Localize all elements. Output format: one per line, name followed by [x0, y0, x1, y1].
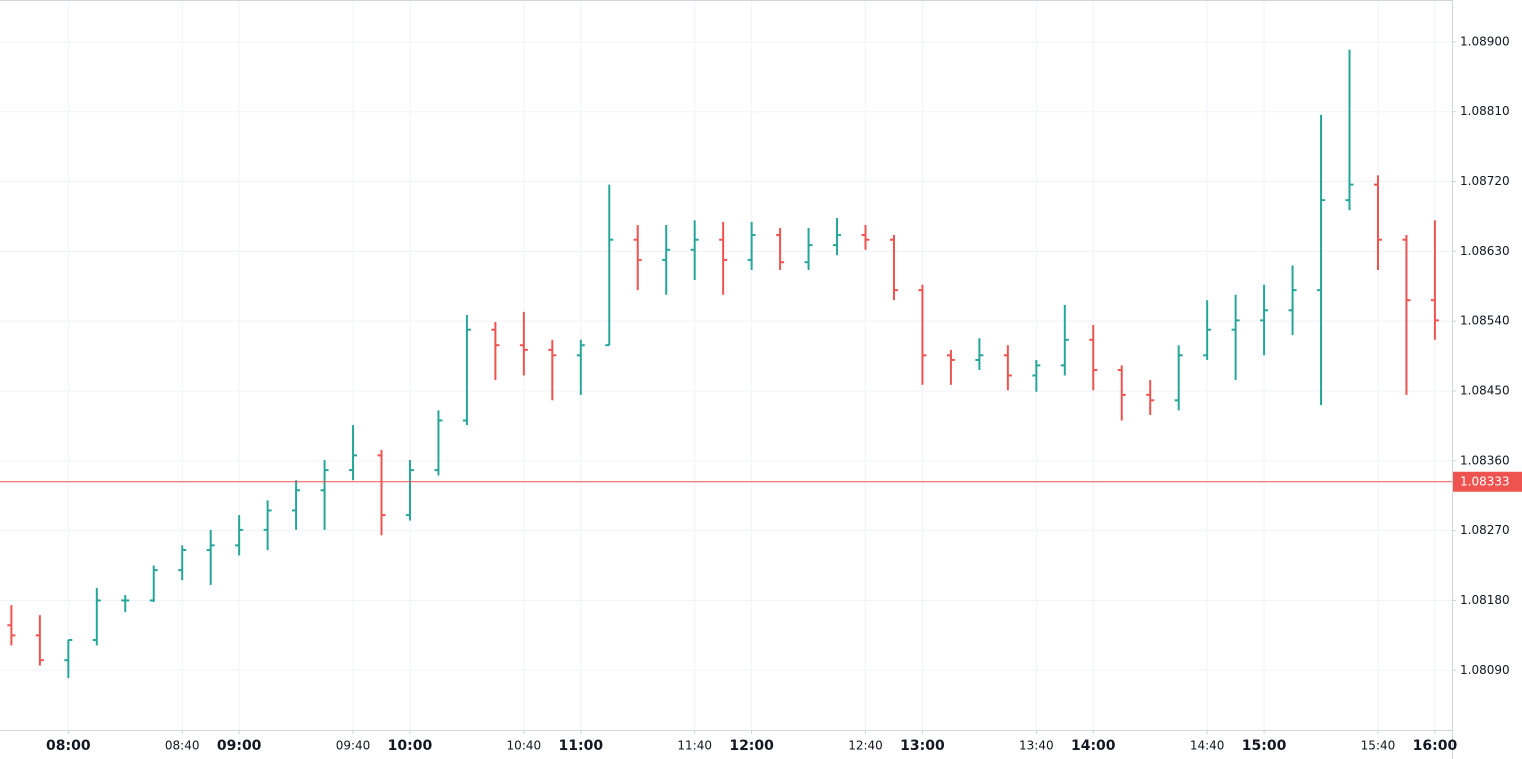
x-tick-label: 13:00 [900, 738, 945, 754]
ohlc-bar [1288, 265, 1297, 336]
ohlc-bar [1003, 345, 1012, 391]
y-tick-label: 1.08360 [1460, 453, 1510, 467]
ohlc-bar [519, 311, 528, 376]
ohlc-bar [462, 314, 471, 426]
ohlc-bar [405, 460, 414, 521]
ohlc-bar [975, 338, 984, 371]
ohlc-bar [1174, 345, 1183, 411]
ohlc-bar [1373, 175, 1382, 270]
ohlc-bar [92, 588, 101, 646]
ohlc-bar [235, 515, 244, 556]
x-tick-label: 11:00 [559, 738, 604, 754]
x-tick-label: 09:40 [336, 739, 371, 753]
y-tick-label: 1.08540 [1460, 314, 1510, 328]
ohlc-bar [918, 284, 927, 385]
ohlc-bar [1203, 300, 1212, 360]
x-tick-label: 11:40 [677, 739, 712, 753]
ohlc-bar [1089, 325, 1098, 391]
ohlc-bar [719, 221, 728, 295]
y-tick-label: 1.08630 [1460, 244, 1510, 258]
x-tick-label: 15:00 [1242, 738, 1287, 754]
ohlc-bar [804, 228, 813, 270]
ohlc-bar [548, 339, 557, 401]
ohlc-bar [690, 220, 699, 281]
x-tick-label: 08:00 [46, 738, 91, 754]
ohlc-bar [121, 595, 130, 613]
ohlc-bar [1032, 359, 1041, 392]
ohlc-bar [1060, 304, 1069, 376]
ohlc-bar [1317, 114, 1326, 405]
ohlc-bar [263, 500, 272, 551]
last-price-label: 1.08333 [1460, 474, 1510, 488]
ohlc-bar [1117, 365, 1126, 421]
ohlc-bar [861, 224, 870, 250]
ohlc-bar [7, 605, 16, 646]
ohlc-bar [889, 235, 898, 301]
x-tick-label: 08:40 [165, 739, 200, 753]
ohlc-bar [434, 410, 443, 476]
x-tick-label: 12:40 [848, 739, 883, 753]
ohlc-bar [1260, 284, 1269, 356]
ohlc-bar [206, 529, 215, 585]
x-tick-label: 10:00 [388, 738, 433, 754]
ohlc-bar [833, 217, 842, 256]
bars [7, 49, 1439, 679]
ohlc-bar [292, 480, 301, 530]
y-tick-label: 1.08720 [1460, 174, 1510, 188]
y-tick-label: 1.08270 [1460, 523, 1510, 537]
x-tick-label: 09:00 [217, 738, 262, 754]
x-tick-label: 10:40 [507, 739, 542, 753]
ohlc-bar [349, 425, 358, 481]
x-tick-label: 12:00 [729, 738, 774, 754]
ohlc-bar [320, 460, 329, 530]
x-tick-label: 15:40 [1361, 739, 1396, 753]
y-tick-label: 1.08090 [1460, 663, 1510, 677]
ohlc-bar [491, 321, 500, 381]
x-tick-label: 16:00 [1413, 738, 1458, 754]
x-tick-label: 14:40 [1190, 739, 1225, 753]
ohlc-bar [662, 224, 671, 295]
ohlc-bar [178, 545, 187, 581]
axes: 08:00 08:40 09:00 09:40 10:00 10:40 11:00 11:40… [0, 34, 1522, 754]
ohlc-bar [946, 349, 955, 385]
ohlc-bar [633, 224, 642, 291]
ohlc-bar [576, 339, 585, 395]
ohlc-bar [747, 221, 756, 270]
y-tick-label: 1.08900 [1460, 34, 1510, 48]
ohlc-bar [1402, 235, 1411, 395]
y-tick-label: 1.08450 [1460, 383, 1510, 397]
x-tick-label: 14:00 [1071, 738, 1116, 754]
y-tick-label: 1.08180 [1460, 593, 1510, 607]
ohlc-bar [64, 639, 73, 679]
last-price-box [1453, 471, 1522, 492]
ohlc-bar [1231, 294, 1240, 381]
ohlc-bar [776, 228, 785, 270]
ohlc-bar [1345, 49, 1354, 211]
ohlc-bar [1430, 220, 1439, 340]
x-tick-label: 13:40 [1019, 739, 1054, 753]
ohlc-bar [35, 615, 44, 666]
y-tick-label: 1.08810 [1460, 104, 1510, 118]
ohlc-bar [1146, 380, 1155, 416]
ohlc-bar [605, 184, 614, 347]
ohlc-bar [377, 449, 386, 536]
ohlc-bar [149, 565, 158, 602]
